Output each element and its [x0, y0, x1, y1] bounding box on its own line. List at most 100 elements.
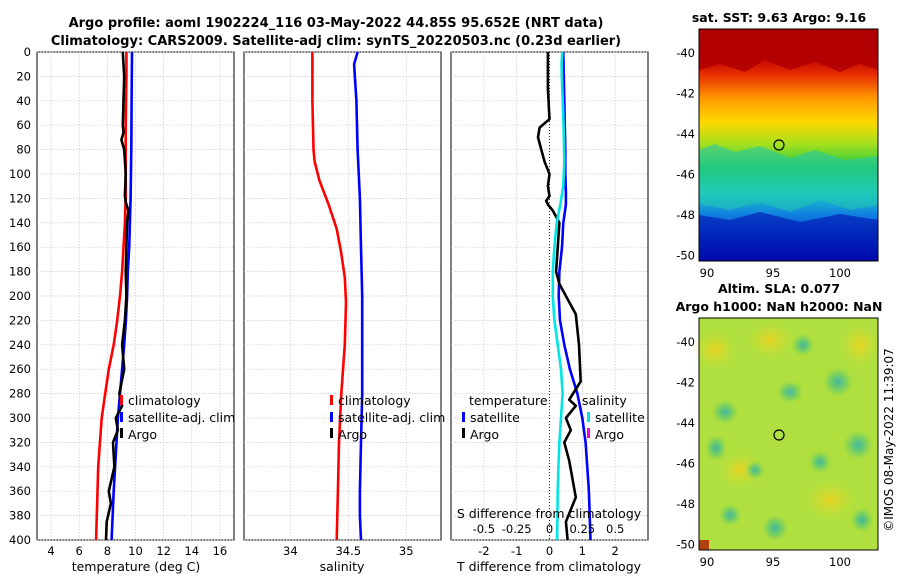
temperature-legend: climatology satellite-adj. clim Argo — [120, 393, 235, 442]
y-tick-label: 20 — [16, 69, 31, 83]
y-tick-label: 140 — [9, 216, 31, 230]
lat-tick-label: -50 — [676, 249, 695, 263]
legend-marker-climatology — [330, 395, 333, 405]
sla-float-marker — [773, 429, 785, 441]
sdiff-tick-labels: -0.5 -0.25 0 0.25 0.5 — [473, 522, 625, 536]
y-tick-label: 320 — [9, 435, 31, 449]
legend-s-argo: Argo — [595, 427, 624, 442]
temperature-lines — [94, 51, 134, 541]
y-tick-label: 340 — [9, 460, 31, 474]
x-tick-label: 6 — [76, 544, 83, 558]
legend-s-satellite: satellite — [595, 410, 645, 425]
x-tick-label: -2 — [478, 544, 489, 558]
lat-tick-label: -48 — [676, 497, 695, 511]
x-tick-label: 14 — [184, 544, 199, 558]
temperature-panel: 0 20 40 60 80 100 120 140 160 180 200 220 240 260 280 3… — [9, 45, 235, 574]
sla-blob — [850, 507, 874, 533]
sla-blob — [840, 323, 880, 367]
x-tick-label: 34.5 — [335, 544, 361, 558]
lat-tick-label: -48 — [676, 208, 695, 222]
series-line-satellite-adj-clim — [352, 51, 364, 541]
x-tick-label: 2 — [612, 544, 619, 558]
sla-blob — [704, 434, 728, 462]
x-tick-label: 16 — [213, 544, 228, 558]
lon-tick-label: 90 — [700, 555, 715, 569]
sla-blob — [791, 333, 815, 357]
y-tick-label: 100 — [9, 167, 31, 181]
series-line-climatology — [94, 52, 128, 541]
figure-title-line1: Argo profile: aoml 1902224_116 03-May-20… — [69, 16, 604, 31]
legend-marker-s-argo — [587, 428, 590, 438]
y-tick-label: 260 — [9, 362, 31, 376]
x2-tick-label: -0.25 — [502, 522, 532, 536]
y-tick-label: 240 — [9, 338, 31, 352]
sst-lat-ticks: -40 -42 -44 -46 -48 -50 — [676, 46, 695, 263]
sst-map: sat. SST: 9.63 Argo: 9.16 -40-42-44-46-4… — [676, 10, 879, 280]
sst-float-marker — [773, 139, 785, 151]
series-line-climatology — [311, 52, 348, 541]
difference-legend: temperature satellite Argo salinity sate… — [462, 393, 645, 442]
legend-t-argo: Argo — [470, 427, 499, 442]
sla-blob — [776, 380, 804, 404]
x-tick-label: 1 — [579, 544, 586, 558]
x2-tick-label: 0 — [546, 522, 553, 536]
sla-corner-patch — [699, 540, 709, 550]
salinity-legend: climatology satellite-adj. clim Argo — [330, 393, 445, 442]
sla-lon-ticks: 90 95 100 — [700, 555, 851, 569]
figure-title-line2: Climatology: CARS2009. Satellite-adj cli… — [51, 34, 621, 49]
tdiff-xlabel: T difference from climatology — [456, 559, 642, 574]
legend-marker-climatology — [120, 395, 123, 405]
y-tick-label: 80 — [16, 143, 31, 157]
sla-blob — [842, 429, 874, 461]
x-tick-label: 34 — [283, 544, 298, 558]
salinity-grid — [244, 51, 441, 541]
legend-argo: Argo — [128, 427, 157, 442]
y-tick-label: 360 — [9, 484, 31, 498]
y-tick-label: 120 — [9, 191, 31, 205]
legend-marker-argo — [330, 428, 333, 438]
sdiff-xlabel: S difference from climatology — [457, 506, 642, 521]
sla-blob — [808, 450, 832, 474]
lat-tick-label: -46 — [676, 457, 695, 471]
depth-tick-labels: 0 20 40 60 80 100 120 140 160 180 200 220 240 260 280 3… — [9, 45, 31, 547]
legend-marker-t-argo — [462, 428, 465, 438]
sst-warm-band — [699, 29, 878, 72]
y-tick-label: 0 — [24, 45, 31, 59]
y-tick-label: 200 — [9, 289, 31, 303]
legend-salinity-title: salinity — [582, 393, 627, 408]
x-tick-label: 8 — [104, 544, 111, 558]
lon-tick-label: 100 — [829, 266, 851, 280]
x-tick-label: 4 — [47, 544, 54, 558]
legend-marker-satellite — [330, 412, 333, 422]
y-tick-label: 400 — [9, 533, 31, 547]
lat-tick-label: -40 — [676, 46, 695, 60]
x-tick-label: -1 — [511, 544, 522, 558]
y-tick-label: 180 — [9, 265, 31, 279]
y-tick-label: 60 — [16, 118, 31, 132]
sla-lat-ticks: -40 -42 -44 -46 -48 -50 — [676, 335, 695, 552]
x2-tick-label: -0.5 — [473, 522, 495, 536]
series-line-argo — [104, 51, 130, 541]
legend-climatology: climatology — [128, 393, 201, 408]
legend-marker-t-satellite — [462, 412, 465, 422]
sst-cold-band — [699, 212, 878, 261]
salinity-tick-labels: 34 34.5 35 — [283, 544, 414, 558]
temperature-grid — [37, 51, 234, 541]
salinity-axes-box — [243, 51, 442, 541]
sla-blob — [761, 514, 789, 542]
lon-tick-label: 90 — [700, 266, 715, 280]
sla-blob — [718, 503, 742, 527]
sla-map-frame — [698, 317, 879, 551]
legend-marker-argo — [120, 428, 123, 438]
legend-temperature-title: temperature — [469, 393, 548, 408]
difference-lines — [536, 51, 592, 541]
x2-tick-label: 0.25 — [570, 522, 596, 536]
lat-tick-label: -42 — [676, 376, 695, 390]
lat-tick-label: -50 — [676, 538, 695, 552]
lon-tick-label: 95 — [766, 266, 781, 280]
lon-tick-label: 95 — [766, 555, 781, 569]
sst-lon-ticks: 90 95 100 — [700, 266, 851, 280]
x-tick-label: 10 — [128, 544, 143, 558]
sla-map-title2: Argo h1000: NaN h2000: NaN — [676, 299, 883, 314]
